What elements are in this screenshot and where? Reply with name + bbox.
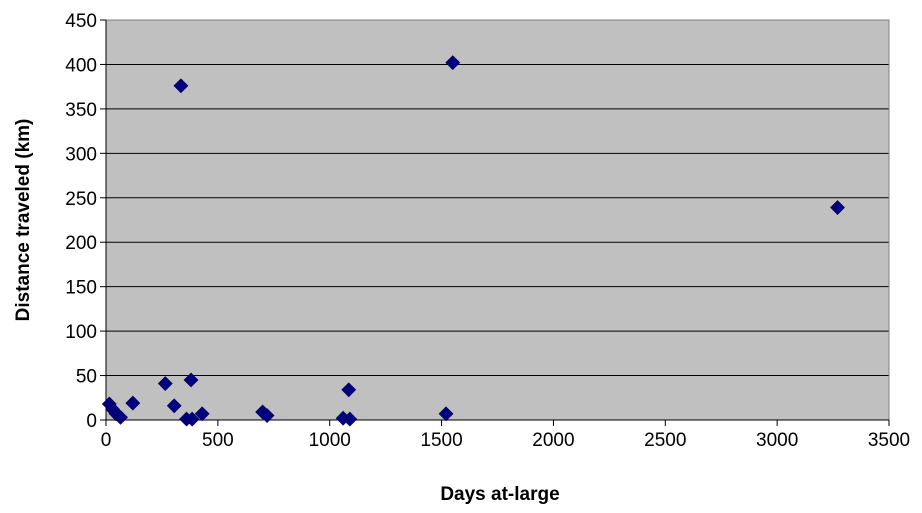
y-tick-label: 250 xyxy=(65,189,97,210)
x-axis-title: Days at-large xyxy=(440,484,559,505)
y-axis-title: Distance traveled (km) xyxy=(13,119,34,322)
y-tick-label: 300 xyxy=(65,144,97,165)
y-tick-label: 200 xyxy=(65,233,97,254)
data-point xyxy=(438,406,454,422)
axes xyxy=(100,19,890,426)
x-tick-label: 2500 xyxy=(644,430,686,451)
data-point xyxy=(830,200,845,215)
x-tick-label: 0 xyxy=(101,430,112,451)
y-tick-label: 350 xyxy=(65,100,97,121)
y-tick-label: 0 xyxy=(86,411,97,432)
data-point xyxy=(125,395,141,411)
y-tick-label: 100 xyxy=(65,322,97,343)
data-point xyxy=(157,376,173,391)
x-tick-label: 500 xyxy=(202,430,234,451)
data-point xyxy=(184,411,200,427)
y-tick-label: 150 xyxy=(65,278,97,299)
y-tick-label: 400 xyxy=(65,55,97,76)
x-tick-label: 3500 xyxy=(868,430,910,451)
plot-area xyxy=(106,20,889,420)
x-tick-label: 3000 xyxy=(756,430,798,451)
data-point xyxy=(341,382,357,398)
tick-labels: 0 50 100 150 200 250 300 350 400 450 0 500 1000 1500 2… xyxy=(65,11,910,451)
data-point xyxy=(166,398,182,414)
y-tick-label: 450 xyxy=(65,11,97,32)
data-point xyxy=(113,409,128,425)
data-point xyxy=(173,78,189,94)
data-point xyxy=(194,406,210,422)
data-point xyxy=(259,408,275,423)
y-tick-label: 50 xyxy=(76,367,97,388)
x-tick-label: 2000 xyxy=(532,430,574,451)
x-tick-label: 1000 xyxy=(309,430,351,451)
x-tick-label: 1500 xyxy=(420,430,462,451)
data-point xyxy=(445,55,461,71)
data-points xyxy=(101,55,845,427)
data-point xyxy=(342,411,358,427)
data-point xyxy=(183,372,199,388)
